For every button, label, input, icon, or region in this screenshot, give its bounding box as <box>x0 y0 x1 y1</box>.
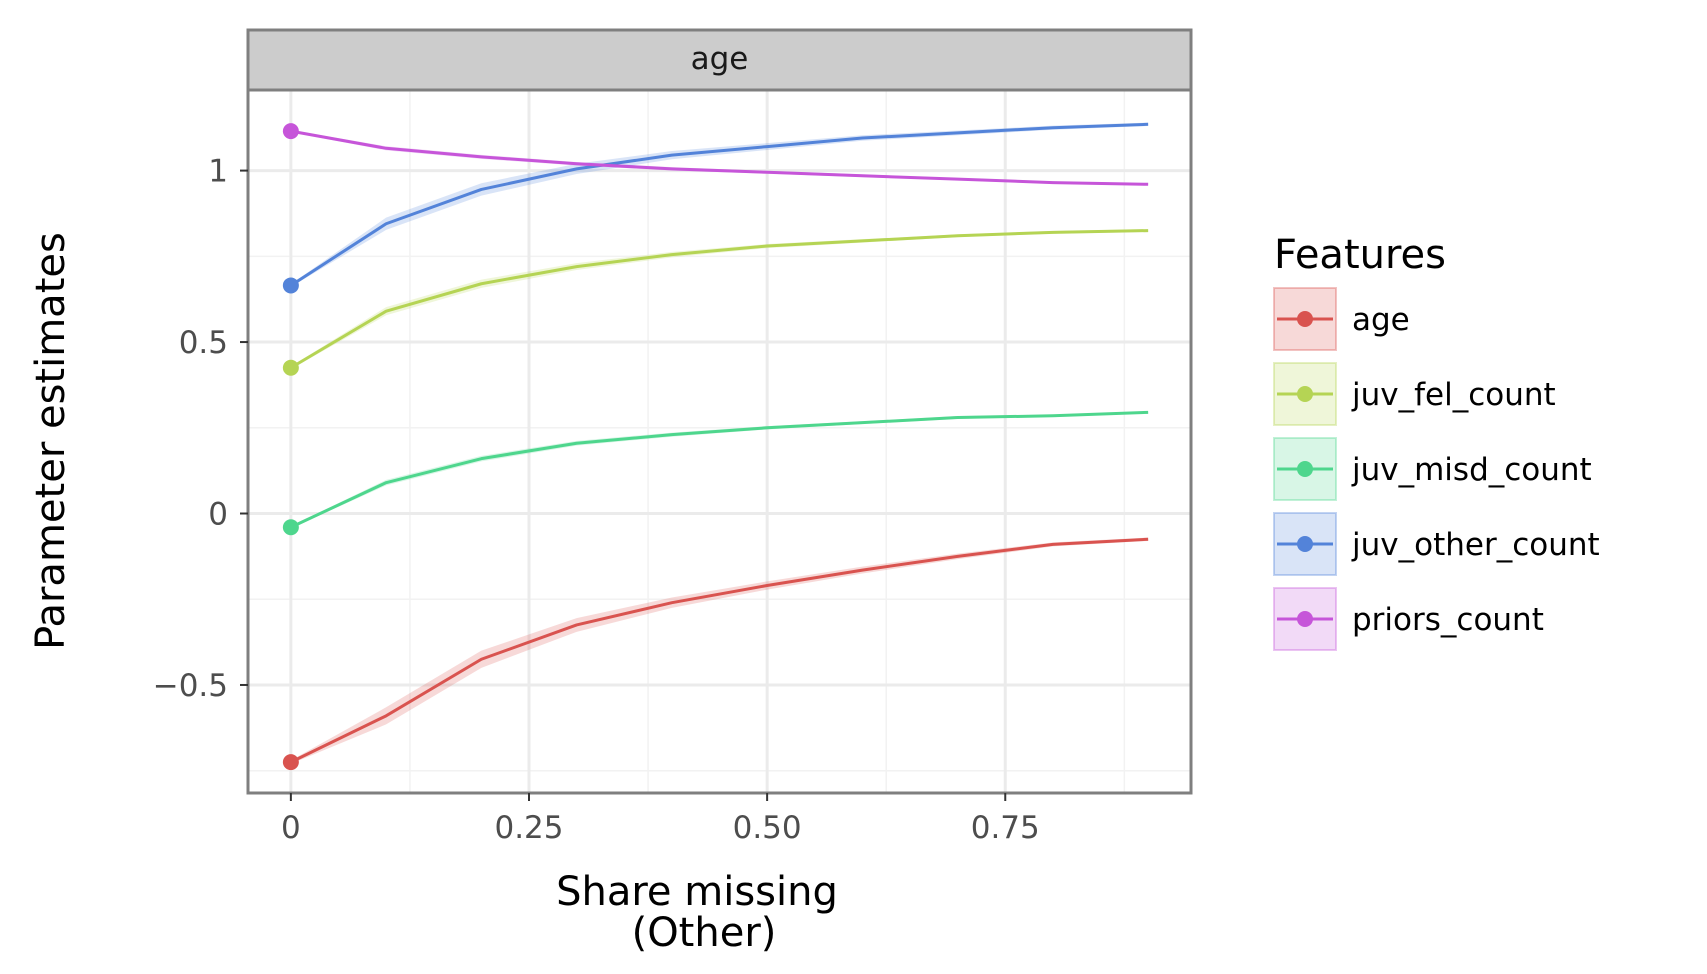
legend-label-juv_fel_count: juv_fel_count <box>1351 377 1556 413</box>
series-lines <box>290 122 1149 764</box>
plot-panel-border <box>246 88 1193 795</box>
x-tick-label-1: 0.25 <box>494 810 563 846</box>
x-axis-title-line-2: (Other) <box>632 910 777 956</box>
y-axis: −0.5 0 0.5 1 <box>153 154 248 704</box>
x-tick-label-2: 0.50 <box>733 810 802 846</box>
legend-item-priors_count: priors_count <box>1273 587 1544 651</box>
legend-label-juv_misd_count: juv_misd_count <box>1351 452 1592 488</box>
y-tick-label-2: 0.5 <box>179 325 228 361</box>
grid-minor <box>248 90 1191 793</box>
point-juv_misd_count <box>282 519 299 536</box>
legend-item-juv_fel_count: juv_fel_count <box>1273 362 1556 426</box>
legend-key-point-juv_misd_count <box>1297 461 1313 477</box>
x-tick-label-3: 0.75 <box>971 810 1040 846</box>
legend-label-age: age <box>1352 302 1410 338</box>
legend-label-priors_count: priors_count <box>1352 602 1544 638</box>
legend-item-juv_other_count: juv_other_count <box>1273 512 1600 576</box>
point-priors_count <box>282 123 299 140</box>
y-axis-title: Parameter estimates <box>28 232 74 650</box>
facet-strip-label: age <box>691 41 749 77</box>
y-tick-label-1: 0 <box>208 497 228 533</box>
line-age <box>290 537 1149 764</box>
grid-major <box>248 90 1191 793</box>
x-axis: 0 0.25 0.50 0.75 <box>281 793 1040 846</box>
point-juv_fel_count <box>282 359 299 376</box>
legend-item-age: age <box>1273 287 1410 351</box>
y-tick-label-3: 1 <box>208 154 228 190</box>
legend-label-juv_other_count: juv_other_count <box>1351 527 1600 563</box>
point-age <box>282 754 299 771</box>
x-axis-title-line-1: Share missing <box>556 869 838 915</box>
line-juv_fel_count <box>290 229 1149 370</box>
line-juv_misd_count <box>290 410 1149 529</box>
legend-item-juv_misd_count: juv_misd_count <box>1273 437 1592 501</box>
legend-key-point-priors_count <box>1297 611 1313 627</box>
line-juv_other_count <box>290 122 1149 287</box>
y-tick-label-0: −0.5 <box>153 668 228 704</box>
legend-key-point-age <box>1297 311 1313 327</box>
legend-title: Features <box>1274 232 1446 278</box>
legend-key-point-juv_other_count <box>1297 536 1313 552</box>
legend-key-point-juv_fel_count <box>1297 386 1313 402</box>
line-priors_count <box>290 129 1149 186</box>
x-tick-label-0: 0 <box>281 810 301 846</box>
plot-panel <box>248 90 1191 793</box>
legend: age juv_fel_count juv_misd_count juv_other_… <box>1273 287 1600 651</box>
facet-strip <box>246 28 1193 92</box>
point-juv_other_count <box>282 277 299 294</box>
series-start-points <box>282 123 299 771</box>
